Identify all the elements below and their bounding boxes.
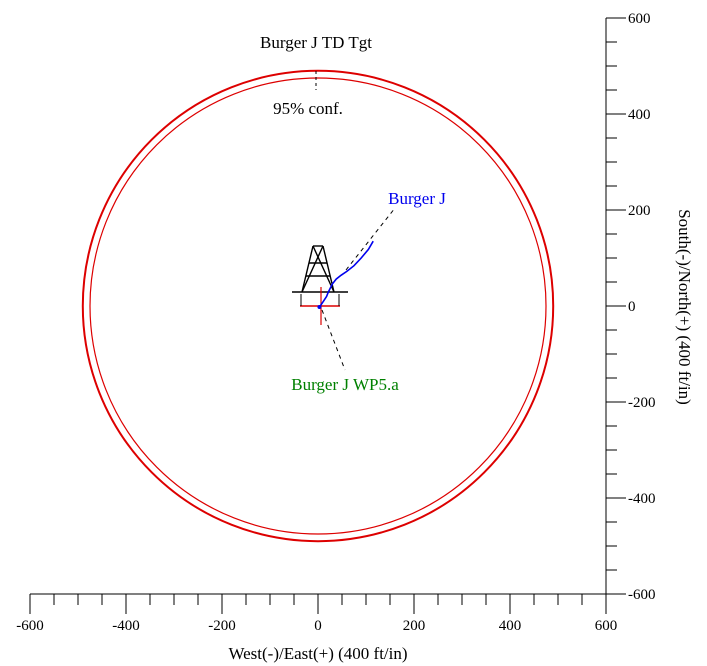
y-tick-label: -400 (628, 491, 656, 507)
y-tick-label: -600 (628, 587, 656, 603)
x-tick-label: -400 (112, 618, 140, 634)
x-tick-label: -600 (16, 618, 44, 634)
actual-leader-line (345, 207, 396, 271)
series-label-burger-j: Burger J (388, 189, 446, 208)
target-circle-inner (89, 77, 547, 535)
x-tick-label: -200 (208, 618, 236, 634)
y-tick-label: -200 (628, 395, 656, 411)
y-tick-label: 400 (628, 107, 651, 123)
x-axis: -600 -400 -200 0 200 400 600 (16, 593, 618, 634)
rig-icon (292, 245, 348, 325)
target-circle-outer (81, 69, 555, 543)
x-tick-label: 400 (499, 618, 522, 634)
y-tick-label: 600 (628, 11, 651, 27)
chart-title: Burger J TD Tgt (260, 33, 372, 52)
plan-leader-line (321, 309, 346, 371)
x-tick-label: 0 (314, 618, 322, 634)
series-line-burger-j (318, 240, 374, 308)
rig-strut (301, 245, 314, 293)
target-label: 95% conf. (273, 99, 343, 118)
y-axis-label: South(-)/North(+) (400 ft/in) (675, 209, 694, 405)
plan-label: Burger J WP5.a (291, 375, 399, 394)
x-tick-label: 600 (595, 618, 618, 634)
y-axis: -600 -400 -200 0 200 400 600 (605, 11, 656, 603)
x-axis-label: West(-)/East(+) (400 ft/in) (228, 644, 407, 663)
x-tick-label: 200 (403, 618, 426, 634)
y-tick-label: 200 (628, 203, 651, 219)
rig-strut (312, 245, 335, 293)
y-tick-label: 0 (628, 299, 636, 315)
rig-strut (301, 245, 324, 293)
target-circles (81, 69, 555, 543)
